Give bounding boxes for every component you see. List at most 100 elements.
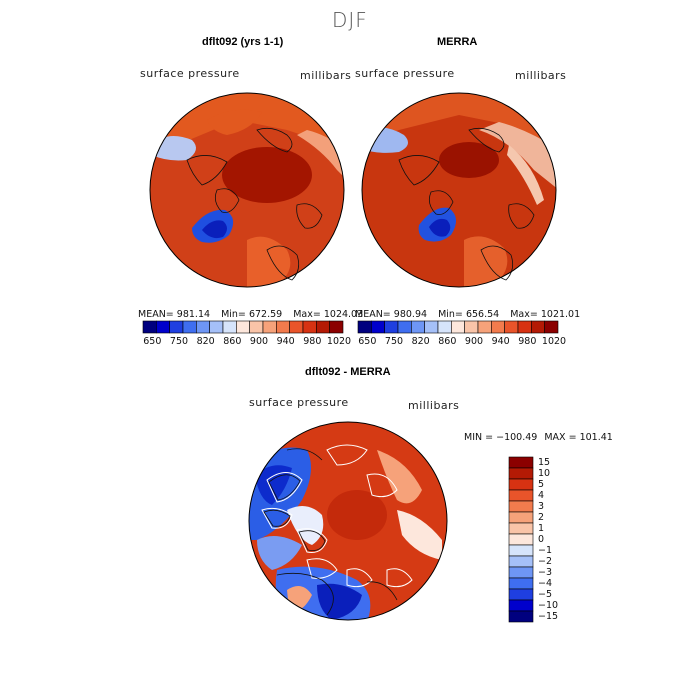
panel3-colorbar-box [508,555,534,568]
panel1-colorbar-box [222,320,237,334]
panel3-colorbar-box [508,577,534,590]
panel1-max-value: 1024.03 [323,309,364,320]
panel1-siberia-land [207,109,262,135]
panel3-map-border [248,421,448,621]
panel1-colorbar-tick-label: 940 [276,336,295,347]
panel1-colorbar-box [209,320,224,334]
panel1-greenland-core [202,220,227,239]
panel3-field-label: surface pressure [249,396,349,409]
panel3-atlantic-negative-core [317,583,362,620]
panel3-stats: MIN = −100.49 MAX = 101.41 [464,432,613,443]
panel1-colorbar-box [276,320,290,334]
panel3-colorbar-box [508,500,534,513]
panel3-colorbar-box [508,599,534,612]
panel3-colorbar-box [508,588,534,601]
panel3-min-value: −100.49 [496,432,538,443]
panel1-colorbar-box [142,320,157,334]
panel2-colorbar-box [464,320,479,334]
panel3-colorbar-tick-label: −15 [538,610,559,622]
panel1-min-value: 672.59 [248,309,283,320]
panel1-arctic-high [222,147,312,203]
panel3-colorbar-box [508,478,534,491]
panel3-min-label: MIN = [464,432,494,443]
panel2-arctic-high [439,142,499,178]
panel2-colorbar-box [384,320,399,334]
panel1-colorbar-box [302,320,317,334]
panel3-contour-white [261,444,413,588]
panel3-colorbar-box [508,544,534,557]
panel3-colorbar-tick-label: 2 [538,511,545,523]
panel3-max-value: 101.41 [579,432,613,443]
panel2-coastlines [398,127,535,281]
panel2-colorbar-box [517,320,532,334]
panel3-pacific-positive [377,450,422,504]
panel1-colorbar-tick-label: 980 [303,336,322,347]
panel1-colorbar-tick-label: 860 [223,336,242,347]
panel3-colorbar-tick-label: 15 [538,456,551,468]
panel1-colorbar-box [182,320,197,334]
panel3-colorbar-tick-label: 10 [538,467,551,479]
panel3-polar-map [248,421,448,621]
panel3-units-label: millibars [408,399,460,412]
panel1-colorbar-tick-label: 750 [169,336,189,347]
panel3-colorbar-tick-label: −2 [538,555,553,567]
panel3-title: dflt092 - MERRA [305,366,391,378]
panel2-colorbar-tick-label: 650 [358,336,377,347]
panel3-colorbar-tick-label: 3 [538,500,545,512]
panel1-map-border [149,92,345,288]
panel2-max-label: Max= [510,309,538,320]
panel1-polar-map [149,92,345,288]
panel1-colorbar-tick-label: 650 [143,336,162,347]
panel3-colorbar-box [508,533,534,546]
panel2-colorbar-tick-label: 820 [411,336,430,347]
panel3-colorbar-box [508,511,534,524]
panel3-arctic-positive [327,490,387,540]
panel1-title: dflt092 (yrs 1-1) [202,36,284,48]
season-title: DJF [332,8,368,32]
panel1-colorbar-box [289,320,304,334]
panel1-colorbar-box [249,320,264,334]
panel3-colorbar-ticks: 15 10 5 4 3 2 1 0 −1 −2 −3 −4 −5 −10 −15 [538,457,578,622]
panel2-mean-value: 980.94 [393,309,428,320]
panel2-rockies-ridge [507,145,544,205]
panel1-colorbar-tick-label: 820 [196,336,215,347]
panel1-min-label: Min= [221,309,246,320]
panel2-title: MERRA [437,36,478,48]
panel2-colorbar-box [491,320,505,334]
panel2-colorbar-box [437,320,452,334]
panel2-map-border [361,92,557,288]
panel1-north-america-land [247,236,291,287]
panel3-colorbar-box [508,566,534,579]
panel1-mean-value: 981.14 [176,309,211,320]
panel3-colorbar-tick-label: 0 [538,533,545,545]
panel3-canada-weak [397,510,442,560]
panel2-colorbar-box [411,320,425,334]
panel3-colorbar-tick-label: −4 [538,577,553,589]
panel2-max-value: 1021.01 [540,309,581,320]
panel2-colorbar [357,320,559,334]
panel2-colorbar-box [357,320,372,334]
panel1-stats: MEAN= 981.14 Min= 672.59 Max= 1024.03 [138,309,363,320]
panel3-colorbar-box [508,610,534,623]
panel2-rockies-band [479,122,556,190]
panel1-colorbar-box [316,320,330,334]
panel2-colorbar-tick-label: 980 [518,336,537,347]
panel3-colorbar-box [508,489,534,502]
panel3-colorbar-tick-label: −5 [538,588,553,600]
panel1-north-band [150,93,344,160]
panel1-units-label: millibars [300,69,352,82]
panel2-colorbar-tick-label: 940 [491,336,510,347]
panel1-colorbar [142,320,344,334]
panel2-greenland-core [429,218,451,237]
panel2-field-label: surface pressure [355,67,455,80]
panel2-colorbar-tick-label: 900 [464,336,484,347]
panel2-colorbar-tick-label: 750 [384,336,404,347]
panel2-polar-map [361,92,557,288]
panel1-colorbar-box [236,320,250,334]
panel1-asia-highlands-low [152,136,196,161]
panel3-max-label: MAX = [544,432,577,443]
panel1-colorbar-box [262,320,277,334]
panel2-mean-label: MEAN= [355,309,391,320]
panel2-colorbar-tick-label: 860 [438,336,457,347]
panel2-colorbar-box [477,320,492,334]
